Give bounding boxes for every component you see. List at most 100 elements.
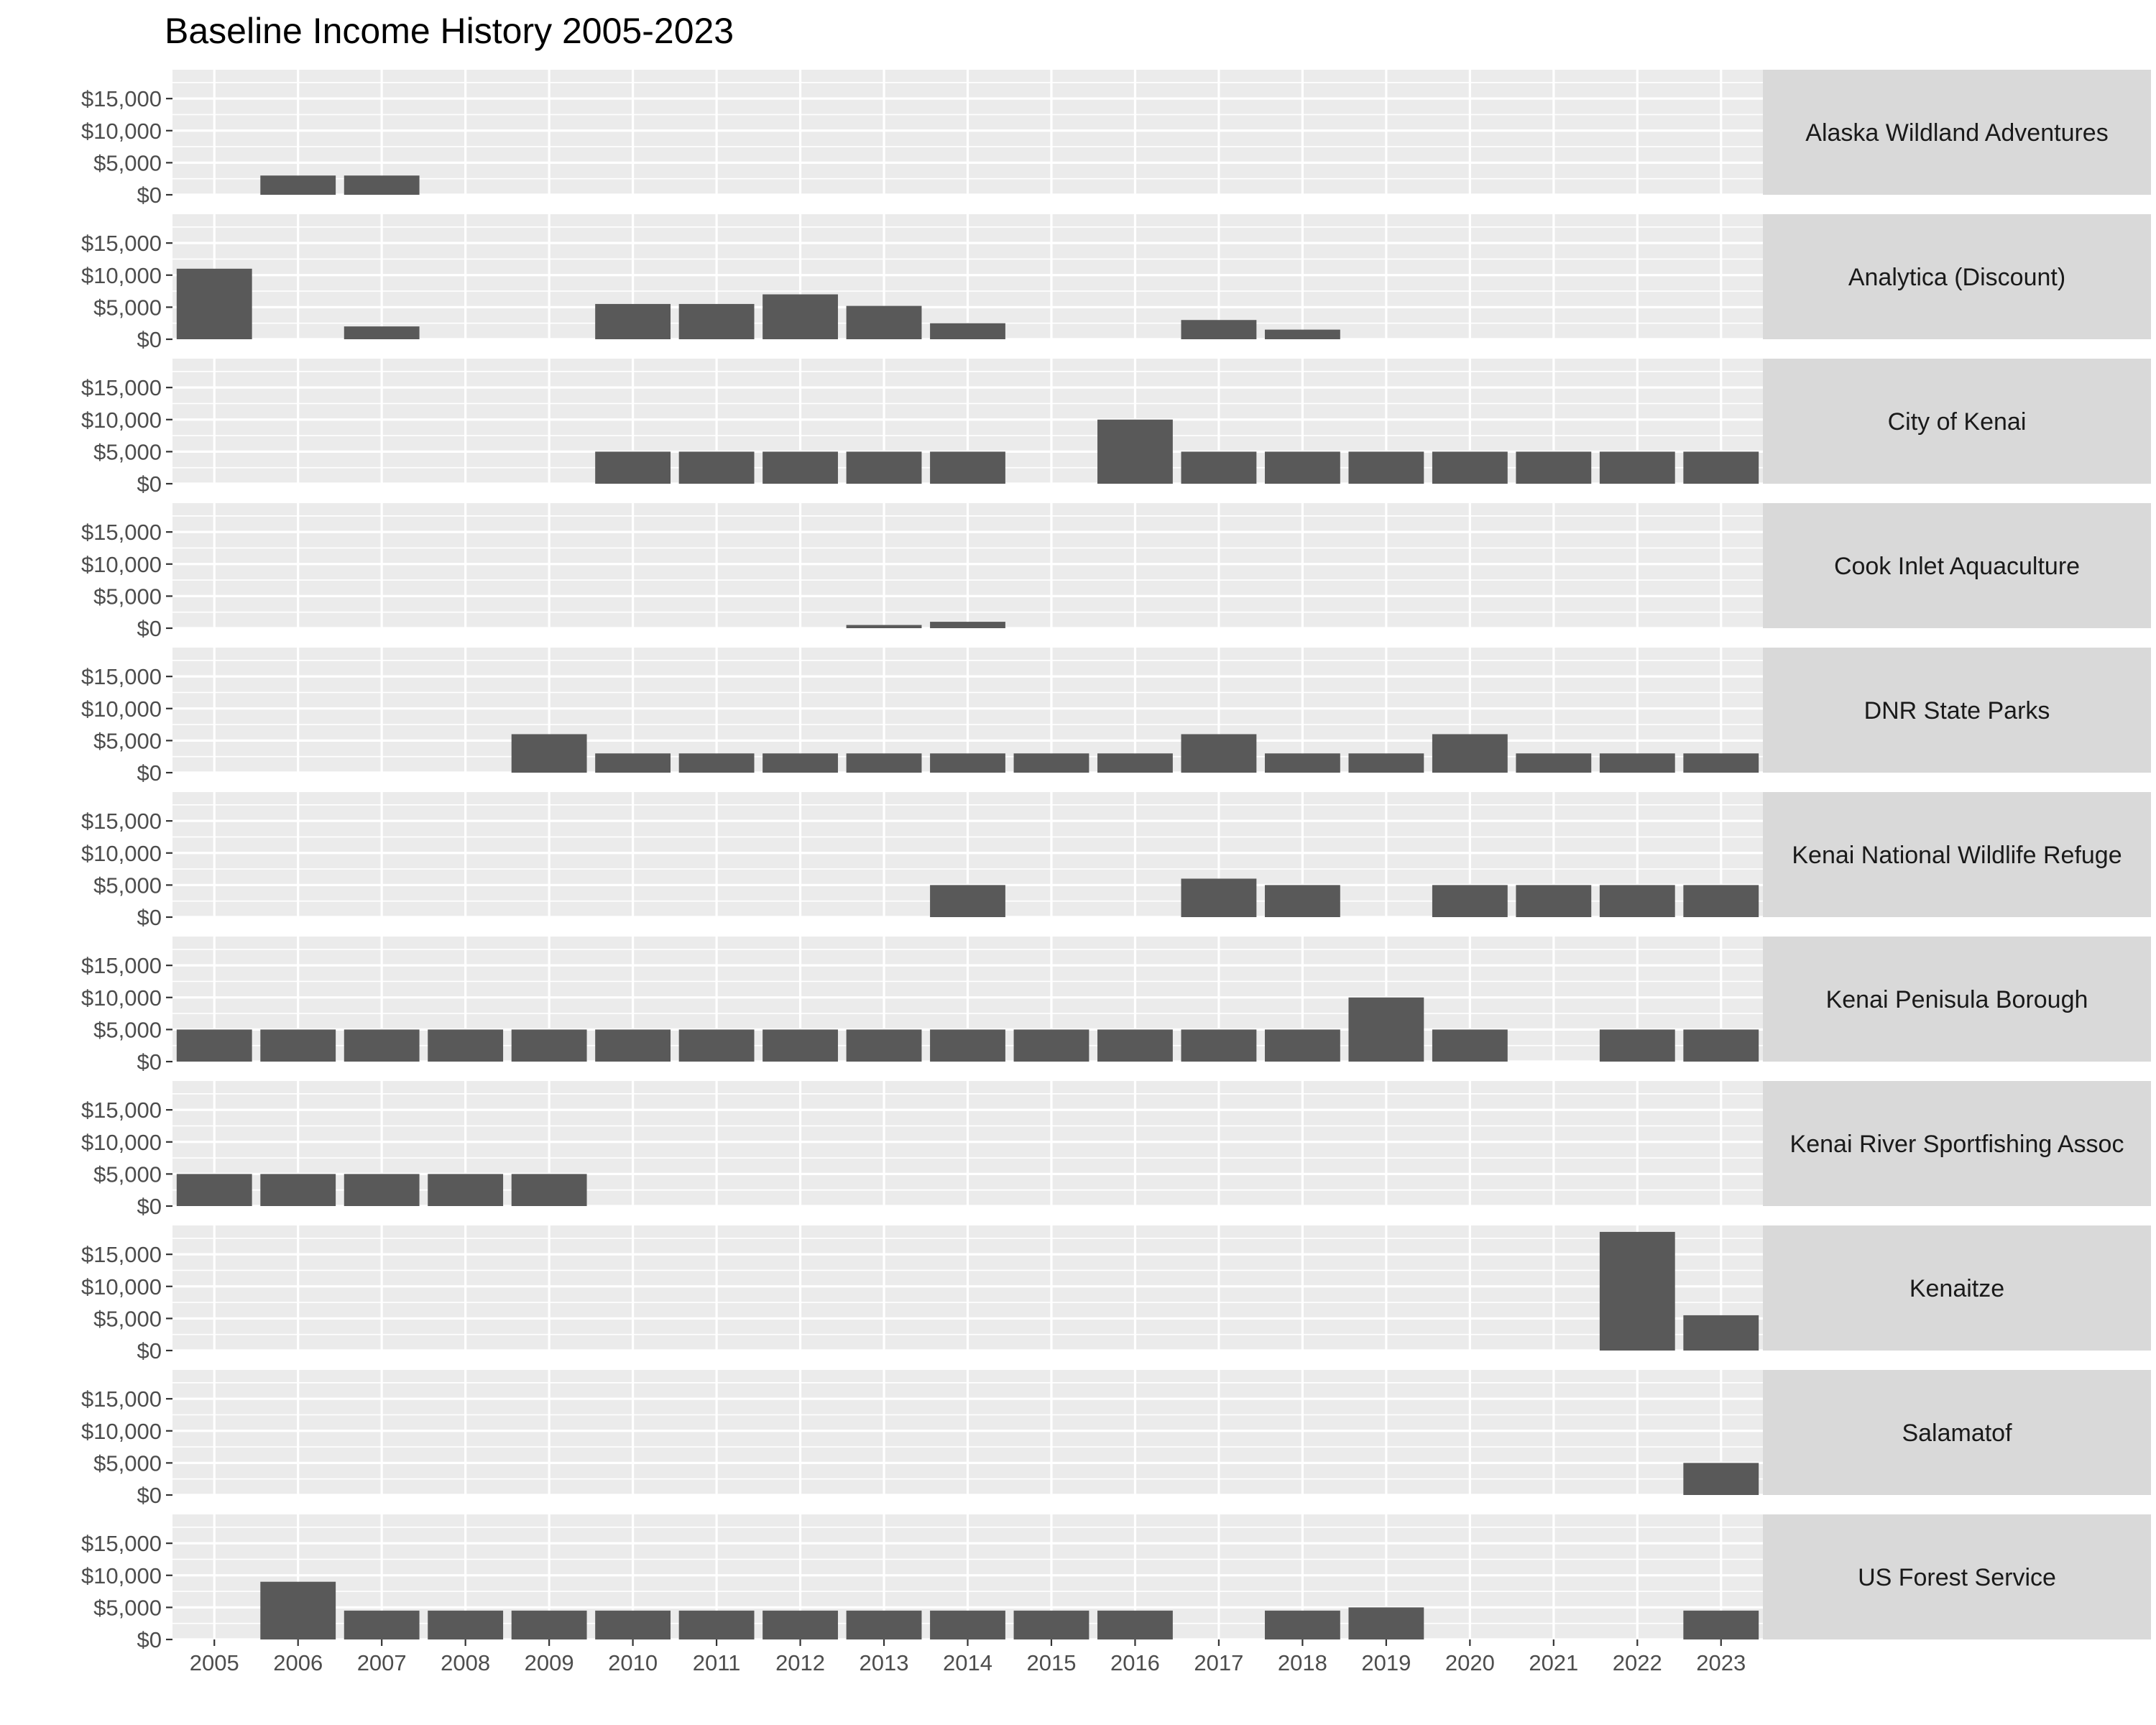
y-tick-label: $15,000	[81, 1242, 162, 1267]
x-tick-label: 2010	[608, 1650, 658, 1675]
bar-2017	[1181, 734, 1257, 773]
bar-2014	[930, 622, 1005, 628]
bar-2014	[930, 1610, 1005, 1639]
bar-2013	[846, 1029, 922, 1062]
bar-2009	[511, 1610, 587, 1639]
panel-alaska-wildland-adventures: $0 $5,000 $10,000 $15,000 Alaska Wildland Ad…	[81, 70, 2151, 208]
y-tick-label: $5,000	[93, 150, 162, 175]
bar-2023	[1683, 451, 1759, 484]
y-tick-label: $0	[137, 1194, 162, 1219]
y-tick-label: $0	[137, 616, 162, 641]
x-tick-label: 2015	[1026, 1650, 1076, 1675]
x-tick-label: 2009	[525, 1650, 574, 1675]
facet-strip-label: Kenaitze	[1909, 1275, 2004, 1302]
facet-strip	[1763, 503, 2151, 628]
bar-2006	[260, 1174, 336, 1206]
y-tick-label: $10,000	[81, 1563, 162, 1588]
bar-2022	[1599, 451, 1675, 484]
y-tick-label: $15,000	[81, 520, 162, 545]
bar-2016	[1097, 753, 1173, 773]
bar-2020	[1432, 734, 1508, 773]
x-tick-label: 2019	[1361, 1650, 1411, 1675]
panel-kenai-river-sportfishing-assoc: $0 $5,000 $10,000 $15,000 Kenai River Sportf…	[81, 1081, 2151, 1219]
y-tick-label: $15,000	[81, 1098, 162, 1123]
bar-2018	[1264, 753, 1340, 773]
facet-strip	[1763, 937, 2151, 1062]
facet-strip-label: DNR State Parks	[1864, 697, 2050, 724]
bar-2022	[1599, 1231, 1675, 1351]
bar-2013	[846, 305, 922, 339]
bar-2006	[260, 1581, 336, 1639]
bar-2023	[1683, 1610, 1759, 1639]
x-tick-label: 2017	[1194, 1650, 1243, 1675]
y-tick-label: $0	[137, 1049, 162, 1075]
x-tick-label: 2020	[1445, 1650, 1495, 1675]
y-tick-label: $0	[137, 183, 162, 208]
x-tick-label: 2022	[1613, 1650, 1662, 1675]
facet-strip	[1763, 70, 2151, 195]
panel-analytica-discount: $0 $5,000 $10,000 $15,000 Analytica (Discoun…	[81, 214, 2151, 352]
y-tick-label: $15,000	[81, 1386, 162, 1412]
bar-2010	[595, 303, 671, 339]
bar-2013	[846, 753, 922, 773]
y-tick-label: $10,000	[81, 119, 162, 144]
bar-2007	[344, 175, 420, 195]
panel-kenaitze: $0 $5,000 $10,000 $15,000 Kenaitze	[81, 1225, 2151, 1363]
bar-2023	[1683, 1029, 1759, 1062]
bar-2013	[846, 451, 922, 484]
x-tick-label: 2011	[693, 1650, 741, 1675]
y-tick-label: $5,000	[93, 1306, 162, 1331]
bar-2010	[595, 1029, 671, 1062]
y-tick-label: $5,000	[93, 1450, 162, 1476]
bar-2014	[930, 753, 1005, 773]
bar-2007	[344, 1174, 420, 1206]
y-tick-label: $5,000	[93, 584, 162, 609]
bar-2007	[344, 326, 420, 339]
bar-2016	[1097, 419, 1173, 484]
y-tick-label: $5,000	[93, 1595, 162, 1620]
facet-strip-label: Kenai National Wildlife Refuge	[1792, 842, 2122, 869]
bar-2017	[1181, 451, 1257, 484]
y-tick-label: $15,000	[81, 231, 162, 256]
x-tick-label: 2007	[357, 1650, 407, 1675]
y-tick-label: $5,000	[93, 728, 162, 753]
bar-2023	[1683, 1315, 1759, 1351]
panel-dnr-state-parks: $0 $5,000 $10,000 $15,000 DNR State Parks	[81, 648, 2151, 786]
bar-2019	[1348, 1607, 1424, 1639]
y-tick-label: $10,000	[81, 985, 162, 1011]
x-axis: 2005 2006 2007 2008 2009 2010 2011 2012 2013 2014…	[190, 1639, 1746, 1675]
y-tick-label: $15,000	[81, 809, 162, 834]
y-tick-label: $5,000	[93, 873, 162, 898]
bar-2005	[176, 1029, 252, 1062]
x-tick-label: 2013	[860, 1650, 909, 1675]
bar-2023	[1683, 753, 1759, 773]
bar-2011	[678, 303, 755, 339]
y-tick-label: $0	[137, 905, 162, 930]
y-tick-label: $10,000	[81, 696, 162, 722]
facet-strip-label: Cook Inlet Aquaculture	[1834, 553, 2080, 580]
bar-2023	[1683, 1463, 1759, 1495]
facet-strip-label: Kenai River Sportfishing Assoc	[1790, 1131, 2124, 1158]
bar-2015	[1013, 1610, 1089, 1639]
bar-2008	[428, 1174, 504, 1206]
facet-strip-label: Kenai Penisula Borough	[1826, 986, 2088, 1013]
y-tick-label: $0	[137, 1483, 162, 1508]
y-tick-label: $5,000	[93, 1162, 162, 1187]
bar-2021	[1516, 451, 1592, 484]
bar-2018	[1264, 329, 1340, 339]
bar-2020	[1432, 885, 1508, 917]
bar-2022	[1599, 885, 1675, 917]
facet-strip	[1763, 214, 2151, 339]
facet-strip	[1763, 1370, 2151, 1495]
y-tick-label: $15,000	[81, 664, 162, 689]
facet-strip-label: Salamatof	[1902, 1420, 2012, 1447]
bar-2022	[1599, 1029, 1675, 1062]
x-tick-label: 2016	[1110, 1650, 1160, 1675]
bar-2018	[1264, 1029, 1340, 1062]
y-tick-label: $10,000	[81, 841, 162, 866]
bar-2016	[1097, 1029, 1173, 1062]
bar-2017	[1181, 320, 1257, 339]
bar-2021	[1516, 753, 1592, 773]
bar-2007	[344, 1029, 420, 1062]
